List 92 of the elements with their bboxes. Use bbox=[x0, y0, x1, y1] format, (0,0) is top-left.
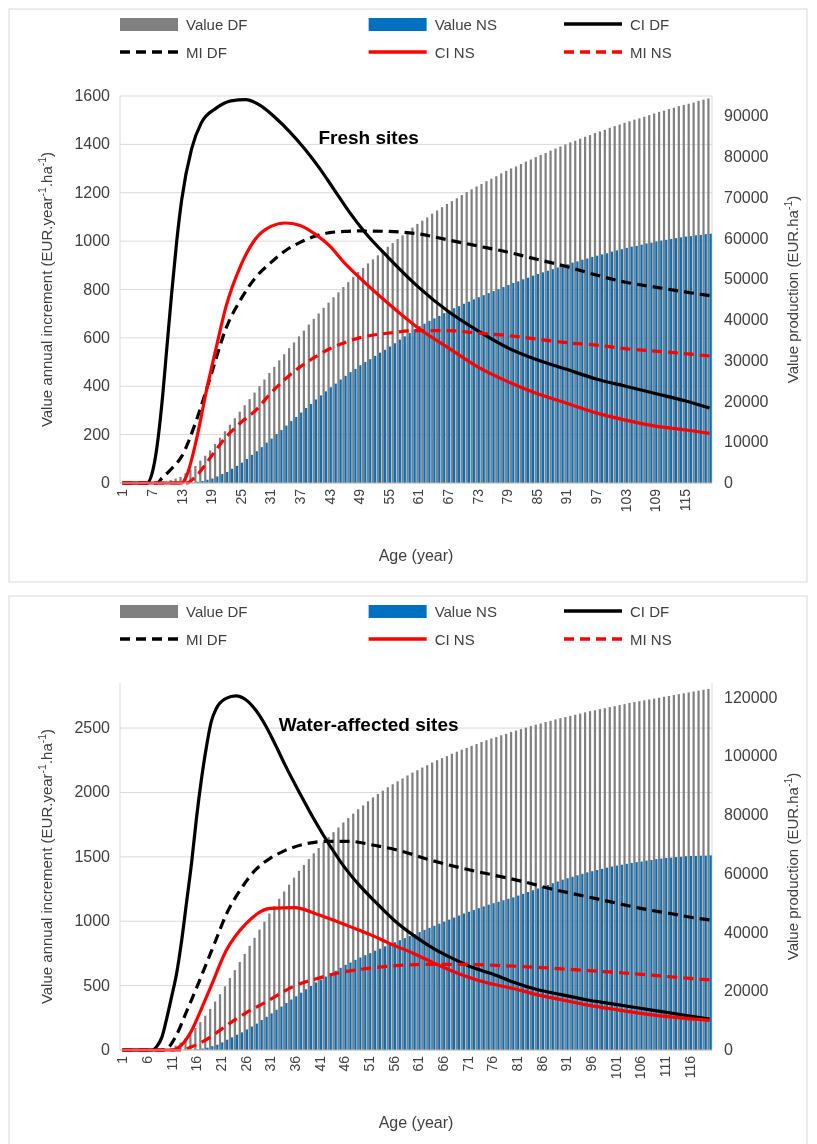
x-tick-label: 61 bbox=[410, 488, 427, 505]
y2-tick-label: 40000 bbox=[724, 311, 769, 329]
legend-label: MI DF bbox=[186, 44, 227, 61]
x-tick-label: 11 bbox=[163, 1055, 180, 1071]
legend-label: CI DF bbox=[630, 16, 670, 33]
y-tick-label: 0 bbox=[101, 474, 111, 491]
text: Water-affected sites bbox=[278, 714, 459, 735]
legend-label: Value DF bbox=[186, 603, 248, 620]
x-tick-label: 13 bbox=[173, 488, 190, 505]
legend-label: CI DF bbox=[630, 603, 670, 620]
x-axis-title: Age (year) bbox=[378, 1114, 454, 1131]
legend-label: Value NS bbox=[434, 16, 497, 33]
x-tick-label: 7 bbox=[144, 488, 161, 497]
x-tick-label: 61 bbox=[410, 1055, 427, 1072]
legend-label: Value NS bbox=[434, 603, 497, 620]
x-tick-label: 21 bbox=[213, 1055, 230, 1072]
x-tick-label: 56 bbox=[385, 1055, 402, 1072]
x-tick-label: 101 bbox=[607, 1055, 624, 1080]
x-tick-label: 6 bbox=[139, 1055, 156, 1064]
y-tick-label: 1600 bbox=[74, 87, 111, 104]
x-tick-label: 51 bbox=[361, 1055, 378, 1072]
y-tick-label: 1000 bbox=[74, 912, 111, 930]
x-tick-label: 1 bbox=[114, 488, 131, 497]
x-tick-label: 16 bbox=[188, 1055, 205, 1072]
x-tick-label: 71 bbox=[459, 1055, 476, 1072]
y2-tick-label: 20000 bbox=[724, 982, 769, 1000]
x-tick-label: 46 bbox=[336, 1055, 353, 1072]
x-tick-label: 67 bbox=[440, 488, 457, 505]
legend-label: MI NS bbox=[630, 631, 672, 648]
y-tick-label: 1400 bbox=[74, 135, 111, 153]
x-tick-label: 31 bbox=[262, 488, 279, 505]
x-tick-label: 19 bbox=[203, 488, 220, 505]
y2-tick-label: 30000 bbox=[724, 351, 769, 369]
y2-tick-label: 20000 bbox=[724, 392, 769, 410]
y-tick-label: 2500 bbox=[74, 719, 111, 737]
y2-tick-label: 120000 bbox=[724, 688, 778, 706]
text: Fresh sites bbox=[318, 127, 419, 148]
y2-tick-label: 40000 bbox=[724, 923, 769, 941]
y-tick-label: 600 bbox=[83, 328, 111, 346]
y2-tick-label: 0 bbox=[724, 474, 733, 491]
y-tick-label: 1200 bbox=[74, 183, 111, 201]
legend-label: MI DF bbox=[186, 631, 227, 648]
x-tick-label: 91 bbox=[558, 488, 575, 505]
y-tick-label: 500 bbox=[83, 976, 111, 994]
x-tick-label: 37 bbox=[292, 488, 309, 505]
x-tick-label: 26 bbox=[237, 1055, 254, 1072]
x-tick-label: 41 bbox=[311, 1055, 328, 1072]
x-tick-label: 81 bbox=[509, 1055, 526, 1072]
legend-label: CI NS bbox=[434, 44, 475, 61]
y-tick-label: 0 bbox=[101, 1041, 111, 1058]
x-tick-label: 79 bbox=[499, 488, 516, 505]
x-tick-label: 49 bbox=[351, 488, 368, 505]
x-tick-label: 85 bbox=[528, 488, 545, 505]
y2-tick-label: 60000 bbox=[724, 864, 769, 882]
x-tick-label: 86 bbox=[533, 1055, 550, 1072]
x-tick-label: 96 bbox=[583, 1055, 600, 1072]
x-tick-label: 73 bbox=[469, 488, 486, 505]
x-tick-label: 55 bbox=[380, 488, 397, 505]
y2-tick-label: 0 bbox=[724, 1041, 733, 1058]
x-tick-label: 91 bbox=[558, 1055, 575, 1072]
y-tick-label: 1500 bbox=[74, 847, 111, 865]
y2-tick-label: 90000 bbox=[724, 107, 769, 125]
x-tick-label: 106 bbox=[632, 1055, 649, 1080]
y-tick-label: 200 bbox=[83, 425, 111, 443]
y2-tick-label: 80000 bbox=[724, 148, 769, 166]
x-tick-label: 31 bbox=[262, 1055, 279, 1072]
y-tick-label: 800 bbox=[83, 280, 111, 298]
x-tick-label: 1 bbox=[114, 1055, 131, 1064]
y2-tick-label: 100000 bbox=[724, 747, 778, 765]
x-tick-label: 97 bbox=[588, 488, 605, 505]
x-tick-label: 103 bbox=[617, 488, 634, 513]
y2-tick-label: 70000 bbox=[724, 188, 769, 206]
y2-tick-label: 80000 bbox=[724, 806, 769, 824]
x-tick-label: 66 bbox=[435, 1055, 452, 1072]
y2-tick-label: 60000 bbox=[724, 229, 769, 247]
x-tick-label: 76 bbox=[484, 1055, 501, 1072]
y2-tick-label: 50000 bbox=[724, 270, 769, 288]
x-tick-label: 36 bbox=[287, 1055, 304, 1072]
x-tick-label: 111 bbox=[657, 1055, 674, 1078]
x-tick-label: 115 bbox=[676, 488, 693, 512]
x-tick-label: 116 bbox=[681, 1055, 698, 1079]
legend-label: MI NS bbox=[630, 44, 672, 61]
y-tick-label: 400 bbox=[83, 377, 111, 395]
legend-label: Value DF bbox=[186, 16, 248, 33]
y2-tick-label: 10000 bbox=[724, 433, 769, 451]
legend-label: CI NS bbox=[434, 631, 475, 648]
x-tick-label: 109 bbox=[647, 488, 664, 513]
x-axis-title: Age (year) bbox=[378, 547, 454, 564]
x-tick-label: 43 bbox=[321, 488, 338, 505]
y-tick-label: 2000 bbox=[74, 783, 111, 801]
y-tick-label: 1000 bbox=[74, 232, 111, 250]
x-tick-label: 25 bbox=[232, 488, 249, 505]
